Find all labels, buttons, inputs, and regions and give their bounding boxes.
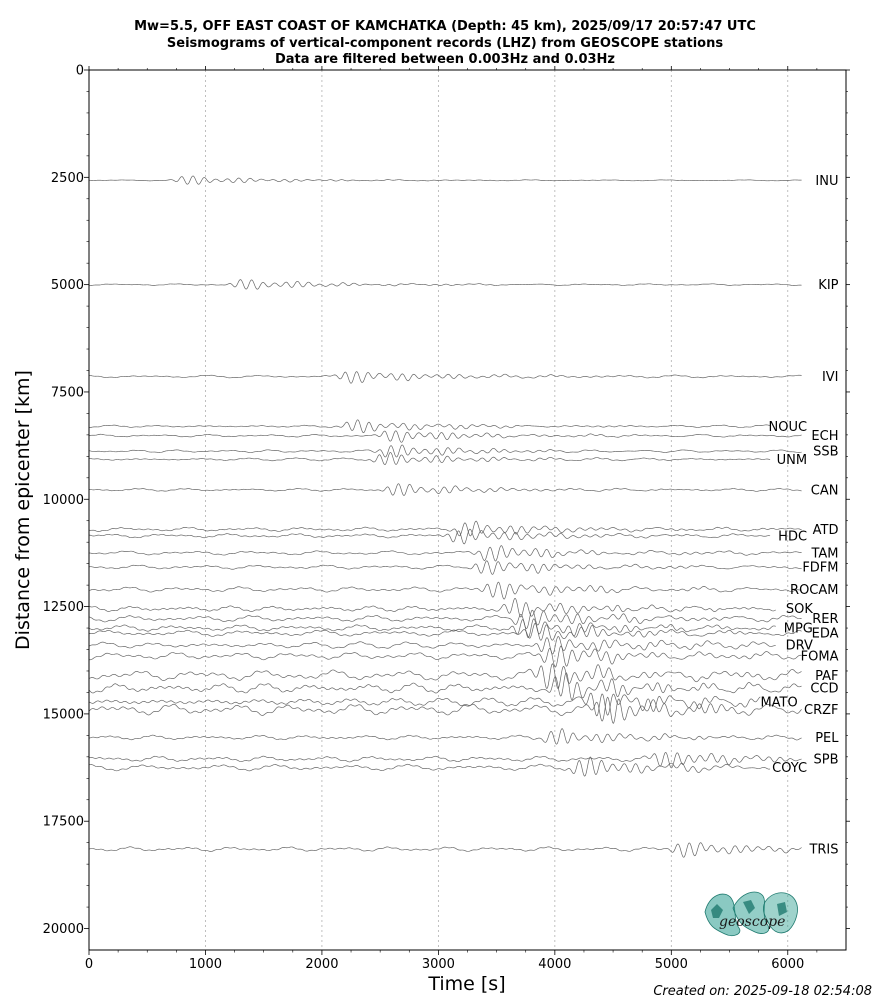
y-tick-label: 20000 xyxy=(43,922,84,937)
station-label-sok: SOK xyxy=(786,602,813,617)
grid-lines xyxy=(205,70,789,950)
station-label-nouc: NOUC xyxy=(768,420,807,435)
station-label-hdc: HDC xyxy=(778,529,807,544)
x-tick-label: 2000 xyxy=(305,957,338,972)
trace-fdfm xyxy=(88,560,802,575)
station-label-mato: MATO xyxy=(760,695,797,710)
x-tick-label: 1000 xyxy=(189,957,222,972)
y-tick-label: 10000 xyxy=(43,493,84,508)
station-label-pel: PEL xyxy=(815,731,839,746)
station-label-mpg: MPG xyxy=(784,622,813,637)
trace-ccd xyxy=(88,672,802,701)
station-label-can: CAN xyxy=(811,483,839,498)
x-axis-label: Time [s] xyxy=(427,973,505,995)
y-tick-label: 2500 xyxy=(51,171,84,186)
trace-kip xyxy=(88,279,802,290)
axis-ticks: 0 1000 2000 3000 4000 5000 6000 0 2500 5000 7500 10… xyxy=(43,64,850,972)
trace-rocam xyxy=(88,581,802,600)
station-label-kip: KIP xyxy=(818,278,838,293)
trace-tam xyxy=(88,545,802,562)
chart-title-line-2: Seismograms of vertical-component record… xyxy=(167,36,723,51)
logo-shape-middle xyxy=(732,891,770,934)
trace-drv xyxy=(88,636,776,655)
logo-shape-left xyxy=(704,893,741,936)
y-tick-label: 0 xyxy=(76,64,84,79)
chart-title-line-1: Mw=5.5, OFF EAST COAST OF KAMCHATKA (Dep… xyxy=(134,19,756,34)
trace-unm xyxy=(88,452,771,465)
station-label-paf: PAF xyxy=(815,669,838,684)
station-label-ivi: IVI xyxy=(822,370,839,385)
trace-eda xyxy=(88,623,802,641)
station-label-fdfm: FDFM xyxy=(802,561,838,576)
station-label-ech: ECH xyxy=(811,429,838,444)
trace-ech xyxy=(88,430,802,443)
x-tick-label: 3000 xyxy=(422,957,455,972)
trace-hdc xyxy=(88,528,771,545)
station-label-foma: FOMA xyxy=(801,649,839,664)
plot-frame xyxy=(88,69,847,951)
station-label-tam: TAM xyxy=(810,546,838,561)
y-axis-label: Distance from epicenter [km] xyxy=(12,370,34,650)
station-label-eda: EDA xyxy=(812,627,839,642)
station-label-tris: TRIS xyxy=(808,843,838,858)
station-label-ssb: SSB xyxy=(813,445,838,460)
y-tick-label: 12500 xyxy=(43,600,84,615)
x-tick-label: 5000 xyxy=(655,957,688,972)
trace-nouc xyxy=(88,419,771,434)
station-label-unm: UNM xyxy=(777,453,807,468)
trace-coyc xyxy=(88,756,771,777)
y-tick-label: 5000 xyxy=(51,278,84,293)
trace-ivi xyxy=(88,371,802,384)
station-label-ccd: CCD xyxy=(810,682,838,697)
trace-mato xyxy=(88,692,761,717)
logo-text: geoscope xyxy=(719,914,785,930)
logo-continents xyxy=(711,900,787,918)
trace-inu xyxy=(88,175,802,185)
trace-pel xyxy=(88,728,802,745)
station-label-spb: SPB xyxy=(813,752,838,767)
y-tick-label: 15000 xyxy=(43,707,84,722)
y-tick-label: 17500 xyxy=(43,815,84,830)
trace-rer xyxy=(88,609,802,630)
created-timestamp: Created on: 2025-09-18 02:54:08 xyxy=(653,984,872,999)
trace-ssb xyxy=(88,444,802,458)
x-tick-label: 0 xyxy=(85,957,93,972)
station-label-crzf: CRZF xyxy=(804,703,839,718)
seismogram-traces xyxy=(88,175,802,858)
geoscope-logo: geoscope xyxy=(704,891,798,936)
trace-paf xyxy=(88,663,802,690)
station-label-atd: ATD xyxy=(813,523,839,538)
chart-title-line-3: Data are filtered between 0.003Hz and 0.… xyxy=(275,52,615,67)
trace-atd xyxy=(88,520,802,537)
y-tick-label: 7500 xyxy=(51,385,84,400)
station-label-rer: RER xyxy=(812,612,838,627)
trace-sok xyxy=(88,597,776,618)
x-tick-label: 6000 xyxy=(771,957,804,972)
trace-crzf xyxy=(88,696,802,724)
x-tick-label: 4000 xyxy=(538,957,571,972)
station-label-rocam: ROCAM xyxy=(790,583,838,598)
station-label-coyc: COYC xyxy=(772,761,807,776)
trace-spb xyxy=(88,751,802,769)
trace-can xyxy=(88,483,802,496)
trace-mpg xyxy=(88,618,776,638)
station-label-drv: DRV xyxy=(786,639,813,654)
trace-tris xyxy=(88,842,802,858)
station-label-inu: INU xyxy=(815,174,838,189)
trace-foma xyxy=(88,645,802,668)
